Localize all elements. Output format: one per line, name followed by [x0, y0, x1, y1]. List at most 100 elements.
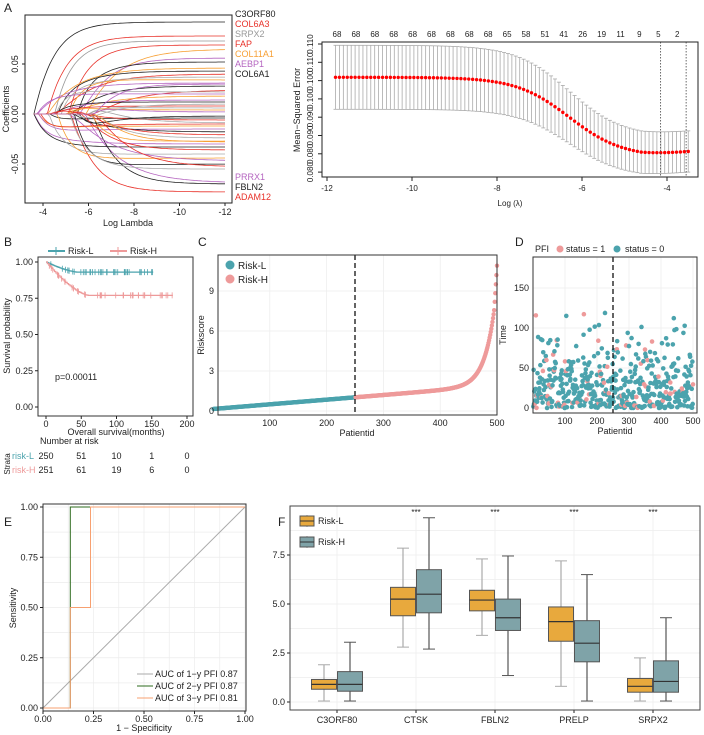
pfi-point: [552, 365, 558, 371]
coef-path: [33, 35, 225, 115]
mse-point: [486, 79, 491, 83]
x-axis-label: 1 − Specificity: [116, 723, 172, 733]
x-tick-label: -12: [218, 207, 231, 217]
y-tick-label: 0.110: [306, 52, 315, 72]
risk-table-value: 250: [38, 451, 53, 461]
riskscore-point: [493, 290, 498, 296]
pfi-point: [681, 330, 686, 336]
pfi-point: [646, 385, 651, 390]
gene-label: PRRX1: [235, 172, 265, 182]
pfi-point: [622, 382, 627, 388]
risk-table-value: 0: [184, 465, 189, 475]
pfi-point: [686, 369, 692, 374]
pfi-point: [689, 386, 695, 392]
mse-point: [357, 75, 361, 80]
legend-label: Risk-L: [238, 261, 267, 272]
coef-path: [33, 67, 225, 115]
mse-point: [682, 150, 687, 154]
significance-marker: ***: [569, 508, 578, 517]
pfi-point: [562, 359, 568, 364]
mse-point: [506, 82, 510, 87]
mse-point: [416, 75, 420, 80]
mse-point: [431, 76, 436, 80]
pfi-point: [651, 403, 657, 409]
roc-curve: [43, 506, 245, 709]
pfi-point: [581, 311, 587, 317]
coef-path: [33, 83, 225, 115]
coef-path: [33, 76, 225, 115]
nonzero-count: 68: [333, 30, 342, 39]
pfi-point: [547, 373, 552, 378]
mse-point: [470, 77, 475, 82]
x-tick-label: -4: [663, 184, 671, 193]
risk-table-value: 1: [149, 451, 154, 461]
pfi-point: [648, 358, 654, 363]
legend-label: Risk-H: [238, 275, 268, 286]
mse-point: [482, 78, 487, 83]
coef-path: [33, 40, 225, 115]
pfi-point: [569, 368, 575, 374]
mse-point: [659, 150, 663, 155]
pfi-point: [633, 352, 639, 357]
pfi-point: [535, 370, 540, 376]
coef-path: [33, 113, 225, 155]
pfi-point: [608, 379, 614, 384]
box-risk-h: [495, 598, 521, 631]
y-tick-label: 100: [514, 323, 529, 333]
x-tick-label: 0.75: [186, 714, 204, 724]
nonzero-count: 9: [637, 30, 642, 39]
pfi-point: [629, 335, 634, 341]
y-tick-label: 5.0: [272, 599, 285, 609]
mse-point: [396, 75, 400, 80]
nonzero-count: 68: [484, 30, 493, 39]
category-label: CTSK: [404, 715, 428, 725]
legend-title: PFI: [535, 244, 549, 254]
pfi-point: [688, 372, 693, 378]
pfi-point: [571, 359, 576, 365]
x-tick-label: 200: [179, 419, 194, 429]
panel-label-c: C: [198, 235, 207, 249]
category-label: SRPX2: [638, 715, 668, 725]
pfi-point: [664, 384, 670, 390]
pfi-point: [672, 399, 678, 405]
mse-point: [584, 127, 589, 132]
nonzero-count: 65: [503, 30, 512, 39]
mse-point: [588, 130, 592, 134]
pfi-point: [684, 374, 689, 379]
panel-label-d: D: [515, 235, 524, 249]
coef-path: [33, 113, 226, 161]
mse-point: [345, 75, 349, 79]
significance-marker: ***: [411, 508, 420, 517]
x-tick-label: 100: [109, 419, 124, 429]
pfi-point: [602, 310, 608, 316]
mse-point: [600, 137, 604, 141]
nonzero-count: 68: [427, 30, 436, 39]
box-risk-l: [548, 606, 574, 642]
mse-point: [572, 119, 577, 123]
mse-point: [361, 75, 365, 80]
risk-table-row-label: risk-L: [12, 451, 34, 461]
nonzero-count: 68: [408, 30, 417, 39]
pfi-point: [595, 382, 600, 388]
coef-path: [33, 82, 225, 115]
legend-label: AUC of 2−y PFI 0.87: [155, 681, 238, 691]
y-axis-label: Riskscore: [196, 315, 206, 355]
box-risk-h: [416, 569, 442, 614]
pfi-point: [533, 313, 539, 318]
plot-frame-a-coef: [24, 14, 233, 204]
pfi-point: [573, 343, 579, 349]
plot-frame-f: [289, 505, 701, 711]
mse-point: [525, 89, 530, 93]
gene-label: FAP: [235, 39, 252, 49]
mse-point: [521, 87, 526, 92]
y-tick-label: 0.75: [20, 552, 38, 562]
risk-table-value: 61: [76, 465, 86, 475]
x-tick-label: 0.50: [135, 714, 153, 724]
mse-point: [341, 75, 346, 79]
pfi-point: [555, 343, 560, 348]
pfi-point: [599, 346, 605, 351]
legend-dot: [225, 260, 235, 270]
pfi-point: [601, 380, 607, 386]
pfi-point: [550, 383, 555, 388]
pfi-point: [674, 326, 679, 332]
